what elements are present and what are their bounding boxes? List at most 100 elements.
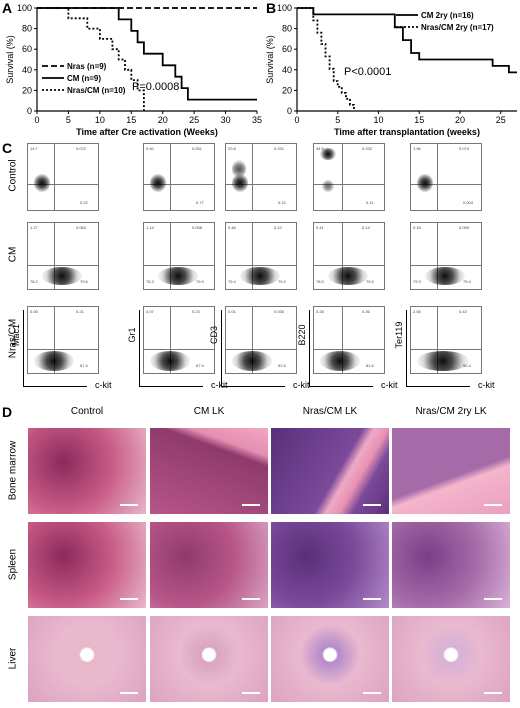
x-tick-label: 0 [34, 115, 39, 125]
histology-image [150, 428, 268, 514]
quadrant-line-vertical [54, 307, 55, 373]
quadrant-line-horizontal [411, 184, 481, 185]
y-tick-label: 40 [282, 65, 292, 75]
x-tick-label: 5 [335, 115, 340, 125]
x-tick-label: 35 [252, 115, 262, 125]
x-tick-label: 0 [294, 115, 299, 125]
scale-bar [120, 504, 138, 506]
y-axis-arrow [139, 310, 140, 386]
quadrant-line-horizontal [411, 349, 481, 350]
histology-row-label: Spleen [7, 548, 19, 581]
histology-image [271, 428, 389, 514]
scale-bar [242, 598, 260, 600]
marker-axis-label: Mac1 [11, 324, 21, 347]
x-tick-label: 15 [126, 115, 136, 125]
quadrant-percentage: 0.46 [228, 225, 236, 230]
scale-bar [120, 598, 138, 600]
y-tick-label: 0 [27, 106, 32, 116]
y-axis-arrow [221, 310, 222, 386]
quadrant-percentage: 0.031 [274, 146, 285, 151]
flow-plot: 4.07 0.23 67.4 [143, 306, 215, 374]
marker-axis-label: CD3 [209, 326, 219, 345]
scale-bar [484, 504, 502, 506]
quadrant-percentage: 0.14 [362, 225, 370, 230]
quadrant-percentage: 79.3 [413, 279, 421, 284]
quadrant-percentage: 79.4 [228, 279, 236, 284]
quadrant-percentage: 0.18 [413, 225, 421, 230]
marker-axis-label: B220 [297, 324, 307, 346]
cell-cluster [34, 174, 50, 192]
x-tick-label: 15 [414, 115, 424, 125]
y-tick-label: 20 [282, 85, 292, 95]
quadrant-line-vertical [437, 144, 438, 210]
quadrant-line-vertical [170, 144, 171, 210]
histology-image [150, 522, 268, 608]
histology-image [271, 616, 389, 702]
survival-chart-a: 0 20 40 60 80 100 0 5 10 15 20 25 30 35 Time after Cre… [5, 3, 262, 137]
series-line-2 [37, 7, 257, 101]
histology-column-label: Nras/CM LK [302, 406, 358, 417]
scale-bar [363, 504, 381, 506]
y-axis-arrow [23, 310, 24, 386]
flow-plot: 1.96 0.074 0.004 [410, 143, 482, 211]
quadrant-percentage: 0.058 [192, 225, 203, 230]
cell-cluster [232, 351, 272, 371]
flow-plot: 0.41 0.14 78.5 79.5 [313, 222, 385, 290]
cell-cluster [232, 174, 248, 192]
quadrant-line-horizontal [314, 265, 384, 266]
y-tick-label: 100 [277, 3, 292, 13]
cell-cluster [150, 174, 166, 192]
ckit-axis-label: c-kit [293, 380, 310, 390]
quadrant-percentage: 0.23 [192, 309, 200, 314]
quadrant-percentage: 14.7 [30, 146, 38, 151]
ckit-axis-label: c-kit [95, 380, 112, 390]
cell-cluster [417, 174, 433, 192]
histology-image [28, 428, 146, 514]
y-tick-label: 80 [282, 24, 292, 34]
x-axis-arrow [309, 386, 373, 387]
x-axis-arrow [221, 386, 285, 387]
x-axis-arrow [139, 386, 203, 387]
cell-cluster [328, 267, 368, 285]
quadrant-percentage: 0.064 [76, 225, 87, 230]
quadrant-percentage: 79.5 [366, 279, 374, 284]
quadrant-percentage: 1.96 [413, 146, 421, 151]
quadrant-line-vertical [252, 144, 253, 210]
histology-row-label: Liver [7, 647, 19, 670]
histology-column-label: Nras/CM 2ry LK [415, 406, 487, 417]
x-axis-label: Time after Cre activation (Weeks) [76, 127, 218, 137]
quadrant-line-vertical [342, 307, 343, 373]
x-tick-label: 10 [95, 115, 105, 125]
quadrant-percentage: 1.14 [146, 225, 154, 230]
histology-row-label: Bone marrow [7, 440, 19, 501]
quadrant-percentage: 0.06 [30, 309, 38, 314]
quadrant-line-horizontal [314, 184, 384, 185]
y-tick-label: 60 [282, 44, 292, 54]
quadrant-percentage: 9.40 [146, 146, 154, 151]
quadrant-percentage: 81.6 [366, 363, 374, 368]
x-tick-label: 25 [189, 115, 199, 125]
quadrant-percentage: 78.2 [30, 279, 38, 284]
quadrant-percentage: 52.5 [278, 363, 286, 368]
scale-bar [363, 692, 381, 694]
y-tick-label: 60 [22, 44, 32, 54]
scale-bar [484, 598, 502, 600]
scale-bar [242, 504, 260, 506]
cell-cluster [320, 351, 360, 371]
panel-label-c: C [2, 140, 13, 156]
y-tick-label: 0 [287, 106, 292, 116]
ckit-axis-label: c-kit [381, 380, 398, 390]
y-tick-label: 80 [22, 24, 32, 34]
quadrant-line-horizontal [28, 349, 98, 350]
quadrant-percentage: 1.27 [30, 225, 38, 230]
histology-image [271, 522, 389, 608]
quadrant-line-horizontal [226, 184, 296, 185]
quadrant-percentage: 0.051 [192, 146, 203, 151]
quadrant-percentage: 0.032 [362, 146, 373, 151]
scale-bar [363, 598, 381, 600]
flow-row-label: Control [7, 159, 19, 192]
quadrant-percentage: 78.3 [146, 279, 154, 284]
scale-bar [242, 692, 260, 694]
quadrant-line-vertical [170, 223, 171, 289]
y-axis-label: Survival (%) [265, 35, 275, 84]
